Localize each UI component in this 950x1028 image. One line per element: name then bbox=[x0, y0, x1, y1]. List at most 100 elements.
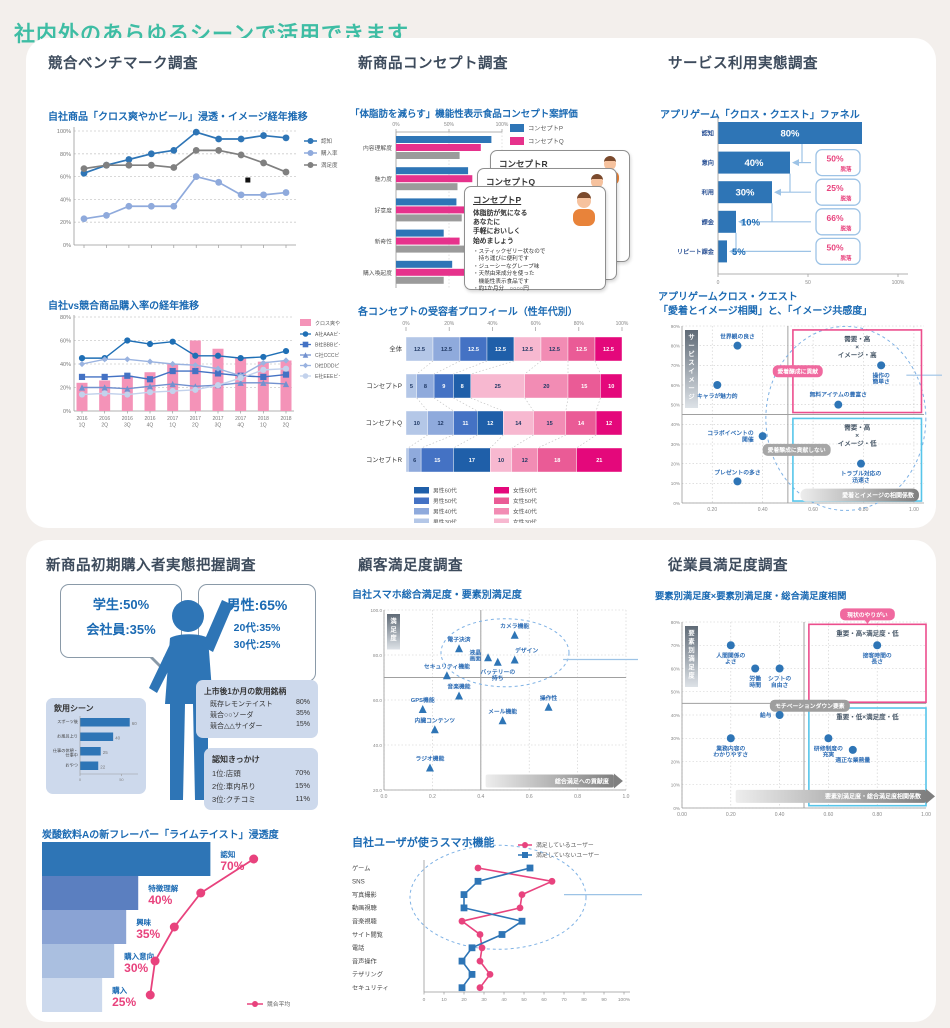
functions-used-chart: 0 10 20 30 40 50 60 70 80 90 100% ゲーム SNS 写真撮影動画視聴音楽視… bbox=[352, 842, 642, 1003]
svg-text:15: 15 bbox=[581, 384, 587, 390]
svg-text:0.80: 0.80 bbox=[872, 812, 882, 818]
svg-text:80%: 80% bbox=[574, 321, 585, 327]
svg-text:デザイン: デザイン bbox=[515, 647, 538, 655]
svg-text:12.5: 12.5 bbox=[414, 347, 425, 353]
svg-text:シフトの自由さ: シフトの自由さ bbox=[768, 676, 791, 689]
svg-text:2016: 2016 bbox=[99, 416, 110, 422]
svg-text:10: 10 bbox=[498, 458, 504, 464]
svg-text:キャラが魅力的: キャラが魅力的 bbox=[697, 392, 738, 400]
svg-text:液晶画面: 液晶画面 bbox=[469, 648, 481, 662]
svg-text:E社EEEビール: E社EEEビール bbox=[315, 373, 340, 380]
svg-text:60: 60 bbox=[541, 997, 547, 1003]
svg-text:3Q: 3Q bbox=[215, 423, 222, 429]
svg-text:50%: 50% bbox=[671, 402, 680, 407]
drink-scene-chart: スポーツ後 60 お風呂上り 40 仕事の休憩・仕事中 25 おやつ 22 0 50 bbox=[53, 716, 138, 782]
svg-text:40: 40 bbox=[115, 736, 121, 741]
trigger-box-title: 認知きっかけ bbox=[212, 755, 260, 764]
svg-text:4Q: 4Q bbox=[147, 423, 154, 429]
svg-text:25%: 25% bbox=[112, 995, 136, 1009]
svg-text:2018: 2018 bbox=[258, 416, 269, 422]
svg-text:60%: 60% bbox=[531, 321, 542, 327]
svg-text:重要・低×満足度・低: 重要・低×満足度・低 bbox=[836, 712, 899, 721]
svg-text:GPS機能: GPS機能 bbox=[411, 696, 435, 704]
chart-title-lime-funnel: 炭酸飲料Aの新フレーバー「ライムテイスト」浸透度 bbox=[42, 830, 279, 841]
svg-text:20%: 20% bbox=[60, 386, 71, 392]
svg-text:0.00: 0.00 bbox=[677, 812, 687, 818]
svg-text:70: 70 bbox=[561, 997, 567, 1003]
svg-text:女性40代: 女性40代 bbox=[513, 508, 537, 516]
svg-text:セキュリティ機能: セキュリティ機能 bbox=[424, 662, 470, 670]
svg-text:10: 10 bbox=[608, 384, 614, 390]
svg-text:おやつ: おやつ bbox=[65, 762, 78, 769]
svg-text:0: 0 bbox=[423, 997, 426, 1003]
smartphone-sat-chart: 20.0 40.0 60.0 80.0 100.0 0.0 0.2 0.4 0.6 0.8 1.0 満… bbox=[371, 608, 638, 800]
svg-text:SNS: SNS bbox=[352, 879, 365, 886]
brand-box: 上市後1か月の飲用銘柄 既存レモンテイスト 80% 競合○○ソーダ 35% 競合△△… bbox=[196, 680, 318, 738]
svg-text:60%: 60% bbox=[671, 666, 680, 671]
svg-text:12.5: 12.5 bbox=[576, 347, 587, 353]
svg-text:特徴理解: 特徴理解 bbox=[148, 883, 178, 893]
svg-text:5%: 5% bbox=[732, 247, 746, 258]
chart-title-acceptor-profile: 各コンセプトの受容者プロフィール（性年代別） bbox=[358, 307, 578, 318]
svg-text:2017: 2017 bbox=[212, 416, 223, 422]
svg-text:14: 14 bbox=[515, 421, 522, 427]
bubble-line: 男性:65% bbox=[226, 597, 288, 613]
svg-text:100%: 100% bbox=[57, 129, 71, 135]
svg-text:認知: 認知 bbox=[321, 137, 332, 145]
concept-card-p-body: 体脂肪が気になる あなたに 手軽においしく 始めましょう bbox=[473, 210, 528, 245]
svg-text:サービスイメージ: サービスイメージ bbox=[688, 333, 695, 401]
svg-text:22: 22 bbox=[100, 765, 106, 770]
svg-text:コンセプトQ: コンセプトQ bbox=[366, 419, 402, 427]
chart-title-smartphone-sat: 自社スマホ総合満足度・要素別満足度 bbox=[352, 590, 522, 601]
svg-text:ゲーム: ゲーム bbox=[352, 864, 370, 872]
svg-text:80.0: 80.0 bbox=[373, 653, 382, 658]
section-heading-benchmark: 競合ベンチマーク調査 bbox=[48, 56, 198, 72]
svg-text:0%: 0% bbox=[673, 806, 680, 811]
svg-text:2016: 2016 bbox=[76, 416, 87, 422]
svg-text:音楽視聴: 音楽視聴 bbox=[352, 918, 378, 926]
svg-text:25: 25 bbox=[103, 750, 109, 755]
svg-text:50%: 50% bbox=[826, 242, 843, 252]
svg-text:購入意向: 購入意向 bbox=[123, 951, 154, 961]
bubble-line: 学生:50% bbox=[92, 597, 150, 612]
svg-text:A社AAAビール: A社AAAビール bbox=[315, 331, 340, 338]
svg-text:12: 12 bbox=[522, 458, 528, 464]
svg-text:コンセプトQ: コンセプトQ bbox=[528, 139, 564, 146]
chart-title-concept-eval: 「体脂肪を減らす」機能性表示食品コンセプト案評価 bbox=[350, 109, 578, 120]
svg-text:40.0: 40.0 bbox=[373, 743, 382, 748]
svg-text:40%: 40% bbox=[744, 158, 764, 169]
svg-text:購入喚起度: 購入喚起度 bbox=[363, 269, 392, 277]
brand-box-row: 既存レモンテイスト 80% bbox=[210, 699, 310, 708]
svg-text:0.80: 0.80 bbox=[859, 507, 869, 513]
svg-text:0%: 0% bbox=[63, 243, 71, 249]
trigger-box-row: 2位:車内吊り 15% bbox=[212, 781, 310, 791]
svg-text:12.5: 12.5 bbox=[495, 347, 506, 353]
drink-scene-box: 飲用シーン スポーツ後 60 お風呂上り 40 仕事の休憩・仕事中 25 おやつ 22 0 50 bbox=[46, 698, 146, 794]
svg-text:30%: 30% bbox=[671, 736, 680, 741]
svg-text:無料アイテムの豊富さ: 無料アイテムの豊富さ bbox=[810, 391, 868, 399]
svg-text:40%: 40% bbox=[60, 362, 71, 368]
svg-text:魅力度: 魅力度 bbox=[375, 175, 393, 183]
svg-text:15: 15 bbox=[547, 421, 553, 427]
svg-text:サイト閲覧: サイト閲覧 bbox=[352, 931, 383, 939]
brand-box-row: 競合○○ソーダ 35% bbox=[210, 710, 310, 719]
svg-text:70%: 70% bbox=[671, 363, 680, 368]
svg-text:電子決済: 電子決済 bbox=[447, 635, 470, 643]
svg-text:15: 15 bbox=[434, 458, 440, 464]
svg-text:1Q: 1Q bbox=[79, 423, 86, 429]
svg-text:男性40代: 男性40代 bbox=[433, 508, 457, 516]
svg-text:6: 6 bbox=[413, 458, 416, 464]
svg-text:仕事の休憩・仕事中: 仕事の休憩・仕事中 bbox=[53, 747, 78, 759]
svg-text:0.40: 0.40 bbox=[775, 812, 785, 818]
svg-text:20%: 20% bbox=[60, 220, 71, 226]
svg-text:コラボイベントの開催: コラボイベントの開催 bbox=[707, 429, 754, 443]
chart-title-brand-trend: 自社商品「クロス爽やかビール」浸透・イメージ経年推移 bbox=[48, 112, 308, 123]
svg-text:操作の簡単さ: 操作の簡単さ bbox=[872, 371, 890, 385]
svg-text:80%: 80% bbox=[60, 315, 71, 321]
svg-text:音声操作: 音声操作 bbox=[352, 957, 377, 965]
trigger-box-row: 3位:クチコミ 11% bbox=[212, 794, 310, 804]
svg-text:40%: 40% bbox=[671, 422, 680, 427]
svg-text:新奇性: 新奇性 bbox=[375, 238, 393, 246]
trigger-box: 認知きっかけ 1位:店頭 70% 2位:車内吊り 15% 3位:クチコミ 11% bbox=[204, 748, 318, 810]
